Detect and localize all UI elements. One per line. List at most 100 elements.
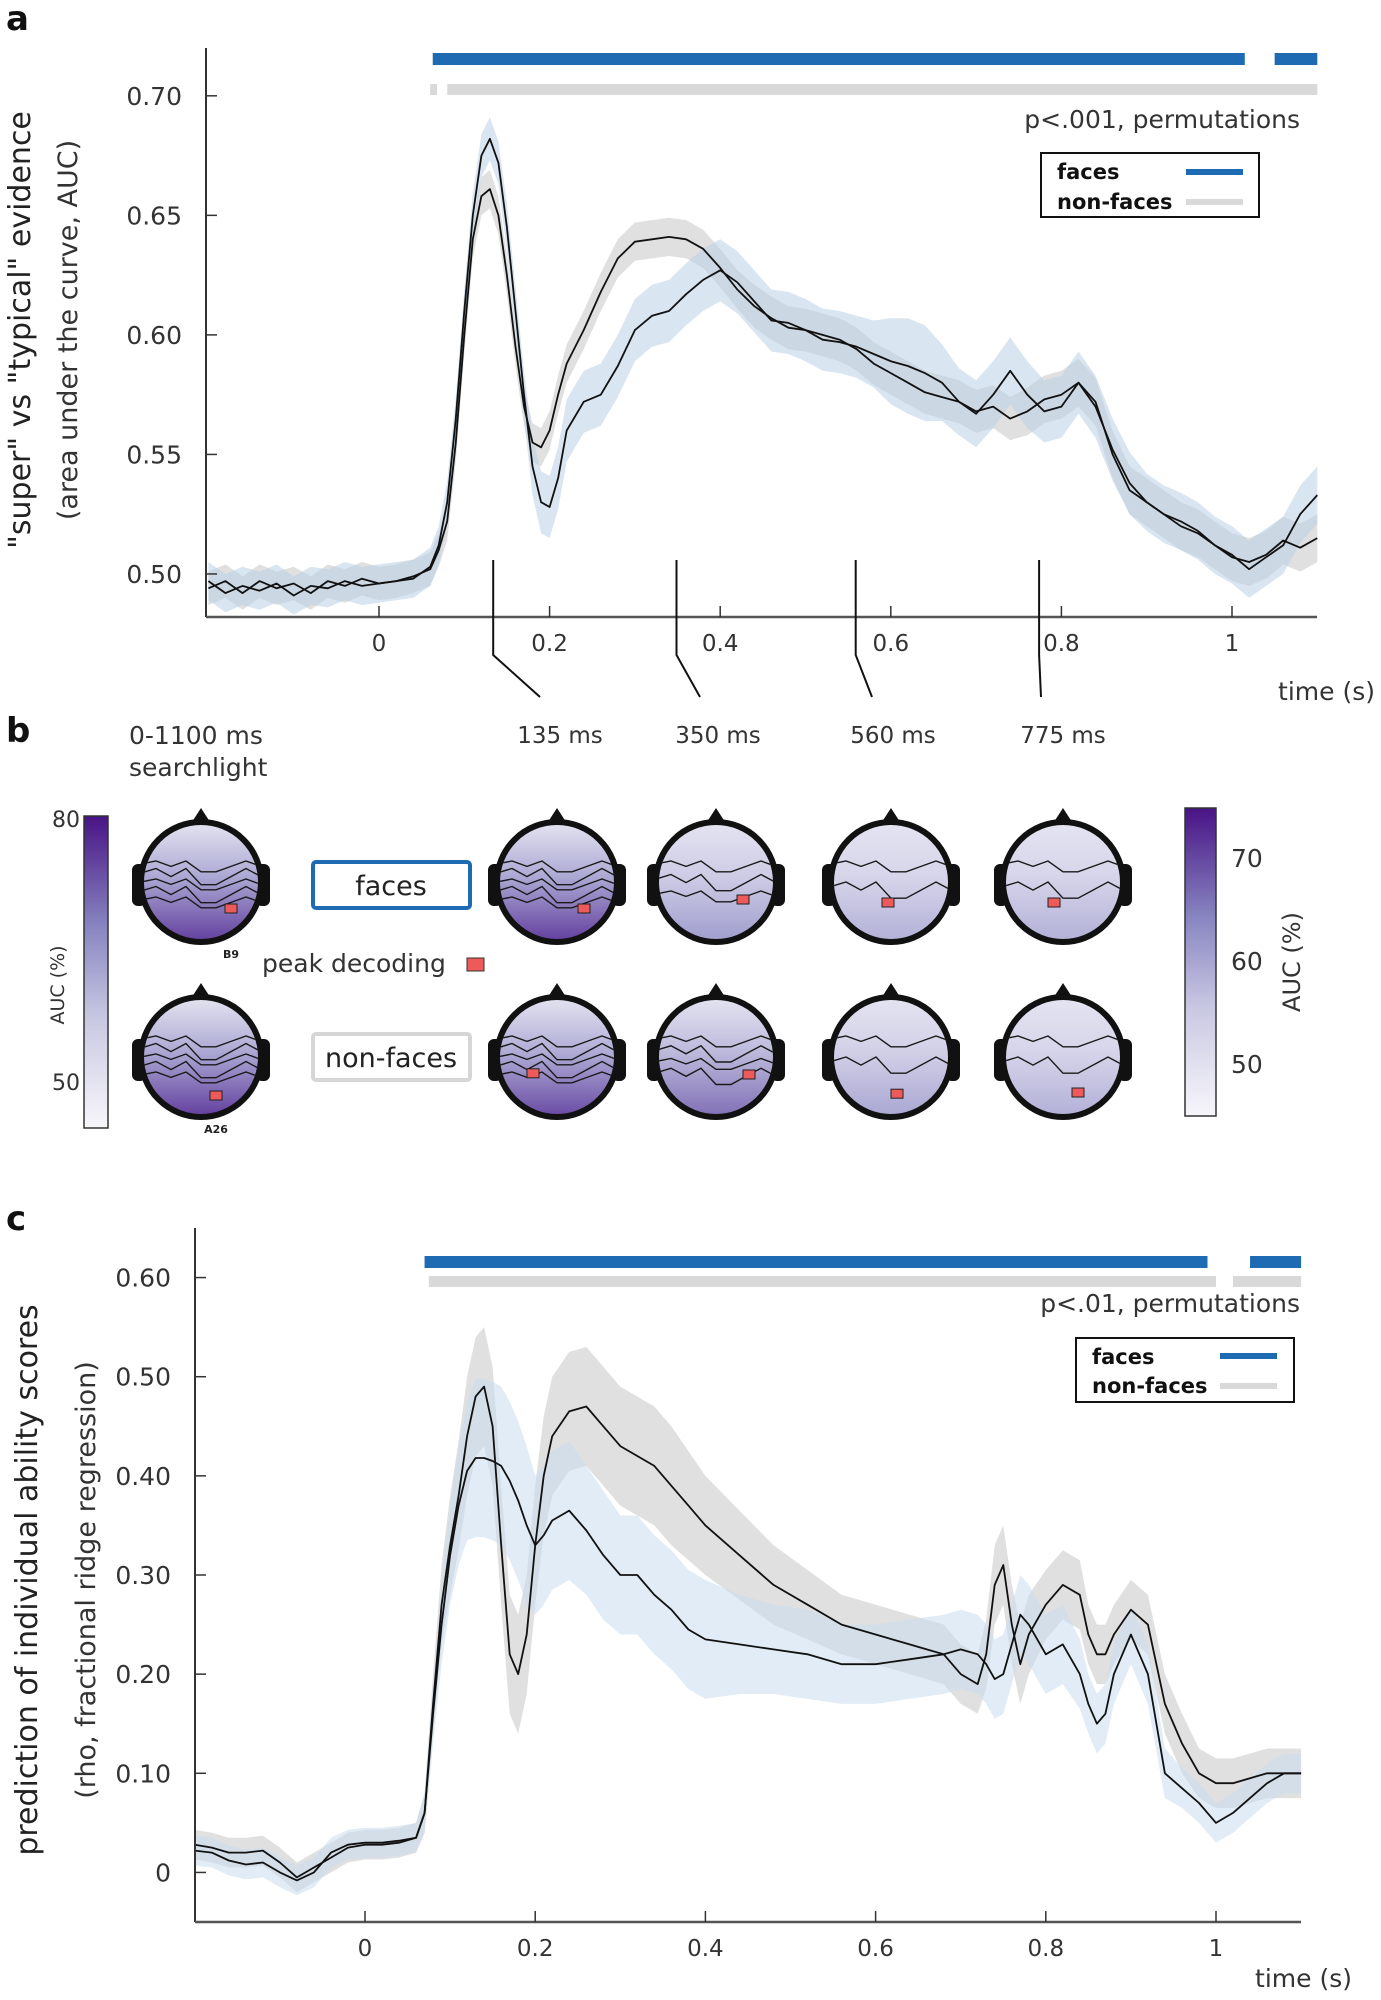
series-line-non-faces (208, 188, 1318, 594)
topomap-faces-135ms (488, 808, 626, 945)
y-tick-label: 0.50 (126, 560, 182, 589)
peak-decoding-marker (1071, 1087, 1085, 1098)
contour-line (1006, 881, 1120, 899)
x-tick-label: 0.2 (531, 631, 568, 657)
contour-line (144, 1071, 258, 1084)
condition-label-faces: faces (355, 871, 427, 902)
significance-bar-faces (1274, 53, 1318, 65)
contour-lines (144, 860, 258, 909)
legend-entry-non-faces: non-faces (1092, 1374, 1208, 1398)
topomap-searchlight-faces: B9 (132, 808, 270, 961)
peak-decoding-legend-marker (466, 957, 485, 972)
contour-line (144, 878, 258, 891)
contour-lines (144, 1035, 258, 1084)
panel-c-chart: 00.100.200.300.400.500.600 0.2 0.4 0.6 0.8 1 … (10, 1228, 1352, 1993)
scalp-map (653, 994, 779, 1120)
significance-bar-non-faces (447, 84, 1318, 95)
significance-bar-faces (1250, 1256, 1302, 1268)
timepoint-connectors (492, 560, 1042, 698)
searchlight-label-line2: searchlight (129, 753, 268, 782)
peak-decoding-label: peak decoding (262, 949, 446, 978)
panel-letter-a: a (6, 0, 29, 39)
contour-line (144, 867, 258, 886)
x-tick-label: 0.8 (1043, 631, 1080, 657)
contour-line (1006, 860, 1120, 873)
x-tick-label: 0.2 (517, 1936, 554, 1962)
contour-line (659, 1067, 773, 1086)
contour-line (144, 885, 258, 904)
scalp-map (1000, 819, 1126, 945)
legend-box (1040, 152, 1260, 218)
contour-line (659, 890, 773, 903)
x-tick-label: 0.6 (857, 1936, 894, 1962)
confidence-band-faces (208, 117, 1318, 615)
colorbar-left-tick-80: 80 (52, 808, 80, 833)
x-tick-label: 1 (1209, 1936, 1224, 1962)
y-tick-label: 0.60 (126, 321, 182, 350)
x-tick-label: 0.6 (873, 631, 910, 657)
contour-line (659, 1044, 773, 1063)
legend: faces non-faces (1075, 1337, 1295, 1403)
contour-line (500, 878, 614, 891)
timepoint-label-560: 560 ms (850, 723, 936, 749)
significance-bar-faces (432, 53, 1245, 65)
topomap-faces-775ms (994, 808, 1132, 945)
colorbar-right-tick-70: 70 (1231, 844, 1263, 873)
peak-decoding-marker (881, 897, 895, 908)
timepoint-connector (492, 560, 541, 698)
contour-line (500, 1035, 614, 1048)
colorbar-left-label: AUC (%) (47, 945, 69, 1024)
scalp-map (828, 819, 954, 945)
panel-a-chart: 0.50 0.55 0.60 0.65 0.70 0 0.2 0.4 0.6 0.8 1 "supe… (3, 48, 1375, 749)
y-axis-label: "super" vs "typical" evidence (3, 111, 38, 549)
significance-bars (430, 53, 1318, 95)
panel-b-topographies: 0-1100 ms searchlight 80 50 AUC (%) 70 6… (47, 721, 1306, 1136)
confidence-band-non-faces (208, 169, 1318, 610)
contour-line (500, 1042, 614, 1061)
contour-line (500, 1053, 614, 1066)
y-tick-label: 0.65 (126, 201, 182, 230)
timepoint-connector (854, 560, 873, 698)
colorbar-right (1184, 807, 1217, 1117)
contour-lines (659, 860, 773, 903)
significance-bar-non-faces (1233, 1276, 1302, 1287)
axes: 0.50 0.55 0.60 0.65 0.70 0 0.2 0.4 0.6 0.8 1 (126, 48, 1317, 657)
timepoint-connector (1038, 560, 1042, 698)
topomap-non-faces-775ms (994, 983, 1132, 1120)
series-line-faces (207, 137, 1318, 597)
timepoint-label-135: 135 ms (517, 723, 603, 749)
peak-decoding-marker (526, 1068, 540, 1079)
y-tick-label: 0.30 (115, 1561, 171, 1590)
legend-entry-faces: faces (1057, 160, 1120, 184)
legend: faces non-faces (1040, 152, 1260, 218)
series-line-faces (194, 1457, 1302, 1882)
condition-box-faces (311, 860, 472, 910)
contour-line (144, 1035, 258, 1048)
panel-letter-c: c (6, 1199, 26, 1239)
topomap-searchlight-non-faces: A26 (132, 983, 270, 1136)
electrode-label: A26 (204, 1123, 228, 1136)
scalp-map (138, 994, 264, 1120)
confidence-bands (208, 117, 1318, 615)
series-line-non-faces (194, 1385, 1302, 1879)
contour-line (1006, 1056, 1120, 1074)
contour-line (500, 867, 614, 886)
contour-line (659, 1035, 773, 1048)
contour-line (500, 1060, 614, 1079)
y-axis-label: prediction of individual ability scores (10, 1304, 45, 1855)
timepoint-connector (675, 560, 701, 698)
significance-note: p<.01, permutations (1040, 1289, 1300, 1318)
x-tick-label: 1 (1225, 631, 1240, 657)
contour-line (1006, 1035, 1120, 1048)
panel-letter-b: b (6, 711, 30, 751)
y-tick-label: 0.70 (126, 82, 182, 111)
contour-lines (659, 1035, 773, 1086)
searchlight-label-line1: 0-1100 ms (129, 721, 263, 750)
legend-box (1075, 1337, 1295, 1403)
contour-line (659, 873, 773, 892)
contour-line (500, 860, 614, 873)
x-tick-label: 0.4 (702, 631, 739, 657)
contour-line (834, 860, 948, 873)
colorbar-left-tick-50: 50 (52, 1071, 80, 1096)
